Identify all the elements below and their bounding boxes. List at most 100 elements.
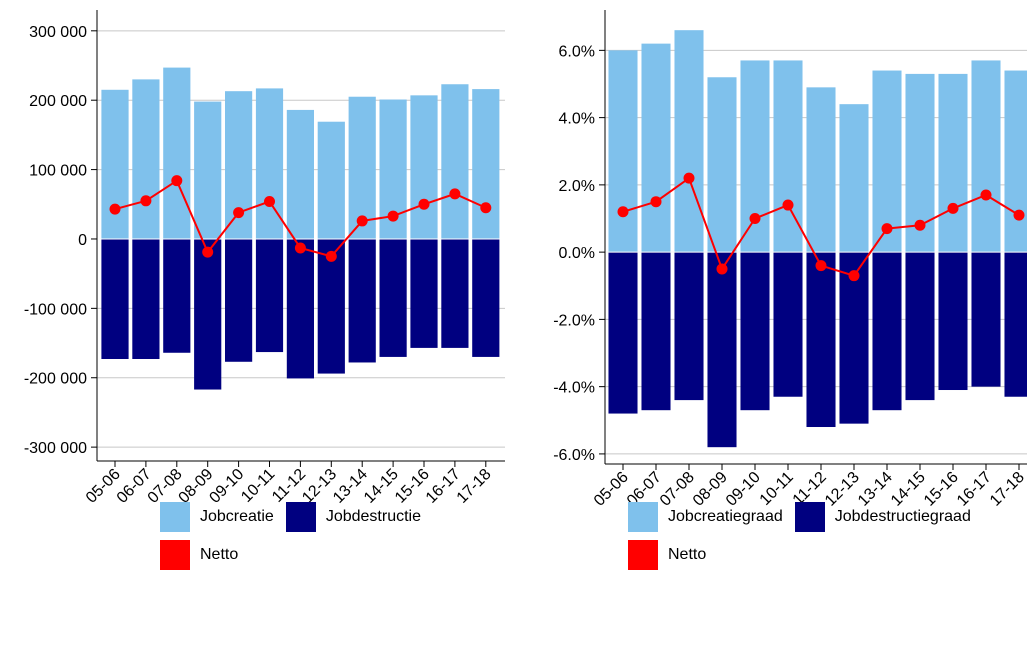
legend-swatch-navy [794,502,825,532]
x-tick-label: 10-11 [238,466,278,506]
charts-canvas: -300 000 -200 000 -100 000 0 100 000 200 000 3… [24,10,1027,510]
data-point [140,195,152,207]
bar [839,104,869,253]
y-tick-label: 300 000 [29,24,87,41]
bar [905,252,935,401]
bar [608,252,638,414]
bar [1004,252,1027,397]
y-tick-label: 2.0% [559,178,595,195]
data-point [650,196,662,208]
bar [971,60,1001,253]
data-point [881,223,893,235]
x-tick-label: 08-09 [176,466,217,507]
data-point [980,189,992,201]
bar [441,238,469,348]
data-point [683,172,695,184]
bar [132,238,160,360]
bar [740,252,770,411]
bar [101,89,129,239]
y-tick-label: 200 000 [29,93,87,110]
x-tick-label: 16-17 [423,466,464,507]
chart-job-counts: -300 000 -200 000 -100 000 0 100 000 200 000 3… [24,10,505,507]
bar [194,101,222,239]
bar [317,121,345,239]
bar [194,238,222,390]
bar [641,252,671,411]
data-point [716,263,728,275]
y-tick-label: -300 000 [24,440,87,457]
bar [806,87,836,253]
data-point [418,198,430,210]
x-tick-label: 15-16 [392,466,433,507]
x-tick-label: 17-18 [454,466,495,507]
data-point [914,219,926,231]
data-point [356,215,368,227]
data-point [202,246,214,258]
legend-item-jobdestructie: Jobdestructie [285,502,421,532]
data-point [387,210,399,222]
data-point [749,213,761,225]
y-tick-label: -2.0% [553,312,595,329]
data-point [325,250,337,262]
legend-label-jobcreatie: Jobcreatie [200,508,274,525]
data-point [294,242,306,254]
legend-label-jobdestructiegraad: Jobdestructiegraad [834,508,971,525]
bar [872,252,902,411]
legend-swatch-light-blue [628,502,658,532]
data-point [1013,209,1025,221]
legend-job-counts: Jobcreatie Jobdestructie Netto [160,502,433,578]
x-tick-label: 13-14 [330,466,371,507]
x-tick-label: 12-13 [299,466,340,507]
bar [773,252,803,397]
bar [410,238,438,348]
legend-item-jobcreatie: Jobcreatie [160,502,274,532]
bar [971,252,1001,387]
bar [348,96,376,239]
legend-label-netto: Netto [200,546,239,563]
legend-swatch-red [628,540,658,570]
data-point [171,175,183,187]
bar [707,77,737,253]
bar [608,50,638,253]
bar [441,84,469,239]
bar [938,73,968,253]
bar [101,238,129,360]
legend-swatch-red [160,540,190,570]
data-point [782,199,794,211]
bar [773,60,803,253]
bar [132,79,160,239]
bar [163,238,191,353]
bar [163,67,191,239]
x-tick-label: 17-18 [987,469,1027,510]
data-point [617,206,629,218]
bar [472,89,500,239]
bar [674,30,704,253]
y-tick-label: 100 000 [29,163,87,180]
data-point [815,260,827,272]
legend-label-jobdestructie: Jobdestructie [325,508,421,525]
y-tick-label: 4.0% [559,111,595,128]
bar [472,238,500,357]
y-tick-label: 0.0% [559,245,595,262]
bar [806,252,836,428]
bar [1004,70,1027,253]
y-tick-label: -6.0% [553,447,595,464]
data-point [449,188,461,200]
x-tick-label: 06-07 [114,466,155,507]
bar [641,43,671,253]
bar [707,252,737,448]
bar [286,238,314,379]
bar [379,238,407,357]
legend-swatch-navy [285,502,316,532]
data-point [264,196,275,208]
bar [286,109,314,239]
x-tick-label: 05-06 [591,469,632,510]
legend-job-rates: Jobcreatiegraad Jobdestructiegraad Netto [628,502,983,578]
data-point [109,203,121,215]
bar [348,238,376,363]
y-tick-label: 6.0% [559,43,595,60]
data-point [480,202,492,214]
legend-swatch-light-blue [160,502,190,532]
data-point [848,270,860,282]
data-point [947,202,959,214]
